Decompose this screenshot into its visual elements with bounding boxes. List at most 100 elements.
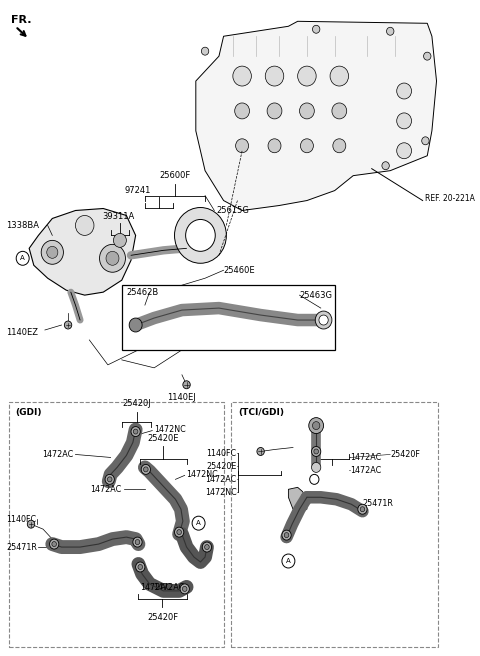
Circle shape <box>144 467 148 472</box>
Circle shape <box>182 586 187 591</box>
Circle shape <box>135 540 140 544</box>
Text: 1472AC: 1472AC <box>350 466 382 475</box>
Text: 1472NC: 1472NC <box>187 470 218 479</box>
Circle shape <box>183 380 190 389</box>
Circle shape <box>300 139 313 153</box>
Text: 1472NC: 1472NC <box>205 488 237 497</box>
Circle shape <box>422 137 429 145</box>
Circle shape <box>180 584 189 594</box>
Circle shape <box>138 565 143 569</box>
Circle shape <box>47 247 58 258</box>
Text: 25420E: 25420E <box>206 462 237 471</box>
Text: A: A <box>286 558 291 564</box>
Text: 25600F: 25600F <box>159 171 191 180</box>
Circle shape <box>52 542 57 546</box>
Circle shape <box>332 103 347 119</box>
Text: 1472NC: 1472NC <box>154 425 186 434</box>
Text: 1338BA: 1338BA <box>6 221 39 230</box>
Circle shape <box>309 418 324 434</box>
Circle shape <box>105 474 114 484</box>
Circle shape <box>268 139 281 153</box>
Circle shape <box>312 422 320 430</box>
Circle shape <box>310 474 319 484</box>
Circle shape <box>64 321 72 329</box>
Circle shape <box>314 449 319 454</box>
Circle shape <box>235 103 250 119</box>
Text: 25471R: 25471R <box>6 543 37 552</box>
Circle shape <box>396 83 411 99</box>
Circle shape <box>330 66 348 86</box>
Circle shape <box>177 529 181 535</box>
Text: A: A <box>196 520 201 526</box>
Bar <box>122 285 335 350</box>
Circle shape <box>300 103 314 119</box>
Text: A: A <box>20 255 25 261</box>
Text: 1140FC: 1140FC <box>6 515 36 523</box>
Circle shape <box>175 207 227 263</box>
Circle shape <box>186 220 215 251</box>
Circle shape <box>131 426 140 436</box>
Circle shape <box>396 113 411 129</box>
Circle shape <box>282 530 291 540</box>
Text: 25462B: 25462B <box>126 287 158 297</box>
Circle shape <box>298 66 316 86</box>
Circle shape <box>333 139 346 153</box>
Text: 1472AC: 1472AC <box>205 475 237 484</box>
Text: 1472AC: 1472AC <box>140 583 171 592</box>
Circle shape <box>312 447 321 457</box>
Circle shape <box>113 234 126 247</box>
Text: 25463G: 25463G <box>300 291 333 300</box>
Circle shape <box>27 520 35 528</box>
Circle shape <box>133 537 142 547</box>
Text: 25471R: 25471R <box>362 499 393 508</box>
Text: 1140FC: 1140FC <box>206 449 237 458</box>
Circle shape <box>41 240 63 264</box>
Circle shape <box>233 66 252 86</box>
Text: (GDI): (GDI) <box>15 407 42 417</box>
Text: 97241: 97241 <box>125 186 151 195</box>
Circle shape <box>312 462 321 472</box>
Circle shape <box>133 429 138 434</box>
Circle shape <box>315 311 332 329</box>
Circle shape <box>265 66 284 86</box>
Text: 25460E: 25460E <box>224 266 255 275</box>
Circle shape <box>49 539 59 549</box>
Text: 1472AC: 1472AC <box>91 485 122 494</box>
Polygon shape <box>29 209 136 295</box>
Text: FR.: FR. <box>11 15 31 26</box>
Text: 25615G: 25615G <box>216 206 249 215</box>
Circle shape <box>267 103 282 119</box>
Circle shape <box>360 506 365 512</box>
Circle shape <box>141 464 150 474</box>
Circle shape <box>204 544 209 550</box>
Text: 25420E: 25420E <box>148 434 179 443</box>
Circle shape <box>202 542 212 552</box>
Text: (TCI/GDI): (TCI/GDI) <box>239 407 285 417</box>
Circle shape <box>106 251 119 265</box>
Text: 1472AC: 1472AC <box>154 583 185 592</box>
Circle shape <box>396 143 411 159</box>
Circle shape <box>358 504 367 514</box>
Circle shape <box>386 28 394 35</box>
Circle shape <box>129 318 142 332</box>
Text: 1140EJ: 1140EJ <box>168 393 196 401</box>
Circle shape <box>312 26 320 33</box>
Text: 1140EZ: 1140EZ <box>6 329 38 337</box>
Circle shape <box>423 52 431 60</box>
Polygon shape <box>196 21 436 211</box>
Circle shape <box>108 477 112 482</box>
Text: REF. 20-221A: REF. 20-221A <box>425 194 475 203</box>
Circle shape <box>16 251 29 265</box>
Text: 1472AC: 1472AC <box>350 453 382 462</box>
Bar <box>231 401 438 647</box>
Circle shape <box>99 244 125 272</box>
Circle shape <box>282 554 295 568</box>
Text: 25420F: 25420F <box>390 450 420 459</box>
Text: 1472AC: 1472AC <box>42 450 73 459</box>
Circle shape <box>236 139 249 153</box>
Circle shape <box>202 47 209 55</box>
Polygon shape <box>288 487 307 509</box>
Circle shape <box>382 162 389 170</box>
Text: 39311A: 39311A <box>102 213 134 222</box>
Text: 25420F: 25420F <box>147 613 178 622</box>
